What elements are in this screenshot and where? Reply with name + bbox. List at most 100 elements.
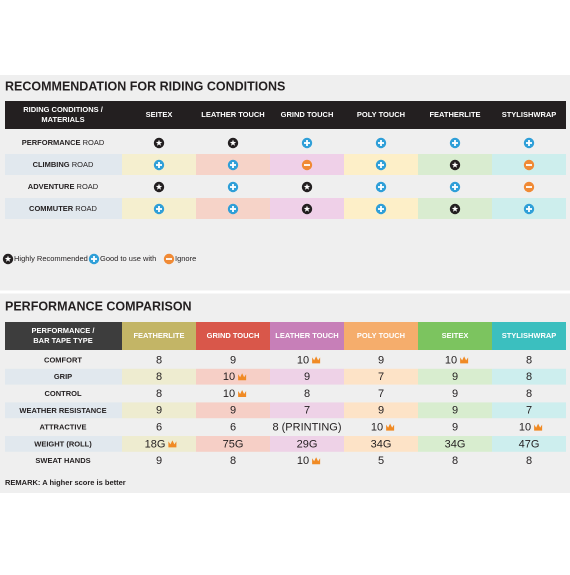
icon-plus	[449, 181, 461, 193]
header-cell	[270, 322, 344, 350]
icon-plus	[375, 137, 387, 149]
row-label: SWEAT HANDS	[35, 456, 90, 465]
crown-icon	[386, 423, 395, 431]
column-header: SEITEX	[442, 331, 469, 340]
cell-value: 9	[452, 422, 458, 434]
icon-bar	[380, 162, 382, 168]
icon-star	[2, 253, 14, 265]
cell-bg	[492, 436, 566, 452]
icon-bar	[166, 258, 172, 260]
cell-value: 9	[156, 405, 162, 417]
icon-star	[155, 183, 163, 190]
cell-value: 8	[452, 455, 458, 467]
icon-star	[229, 139, 237, 146]
cell-bg	[344, 436, 418, 452]
cell-value: 9	[378, 405, 384, 417]
row-label: COMMUTER ROAD	[29, 204, 98, 213]
column-header: FEATHERLITE	[429, 110, 480, 119]
cell-value: 9	[156, 455, 162, 467]
panel	[0, 75, 570, 493]
crown-icon	[238, 390, 247, 397]
icon-plus	[449, 137, 461, 149]
crown-icon	[168, 440, 177, 448]
icon-plus	[375, 181, 387, 193]
cell-value: 6	[230, 422, 236, 434]
header-cell	[344, 322, 418, 350]
cell-value: 75G	[223, 438, 244, 450]
icon-bar	[526, 186, 532, 188]
crown-icon	[312, 356, 321, 364]
cell-value: 10	[297, 354, 309, 366]
icon-star	[449, 159, 461, 171]
cell-value: 9	[378, 354, 384, 366]
cell-bg	[122, 436, 196, 452]
cell-value: 10	[223, 388, 235, 400]
icon-bar	[304, 164, 310, 166]
row-label-suffix: ROAD	[83, 138, 105, 147]
row-label: GRIP	[54, 372, 72, 381]
cell-value: 8	[526, 388, 532, 400]
icon-plus	[523, 137, 535, 149]
row-bg	[5, 368, 122, 385]
cell-bg	[344, 402, 418, 419]
column-header: LEATHER TOUCH	[275, 331, 338, 340]
crown-icon	[460, 356, 469, 364]
icon-star	[153, 137, 165, 149]
cell-bg	[270, 436, 344, 452]
legend-label: Highly Recommended	[14, 254, 88, 263]
icon-star	[4, 255, 12, 262]
cell-bg	[492, 402, 566, 419]
icon-bar	[158, 162, 160, 168]
cell-value: 7	[526, 405, 532, 417]
header-cell	[196, 322, 270, 350]
icon-plus	[375, 203, 387, 215]
cell-bg	[418, 402, 492, 419]
row-bg	[5, 154, 122, 175]
icon-plus	[523, 203, 535, 215]
cell-bg	[492, 368, 566, 385]
header-label: PERFORMANCE /	[32, 326, 96, 335]
icon-star	[449, 203, 461, 215]
cell-value: 8	[304, 388, 310, 400]
icon-bar	[454, 184, 456, 190]
row-label: CONTROL	[44, 389, 81, 398]
icon-star	[155, 139, 163, 146]
header-label: MATERIALS	[41, 115, 84, 124]
header-label: RIDING CONDITIONS /	[23, 105, 104, 114]
icon-plus	[301, 137, 313, 149]
row-label: ADVENTURE ROAD	[28, 182, 99, 191]
header-cell	[5, 322, 122, 350]
icon-bar	[232, 162, 234, 168]
cell-value: 10	[519, 422, 531, 434]
row-label: WEATHER RESISTANCE	[19, 406, 106, 415]
row-label-main: PERFORMANCE	[22, 138, 81, 147]
column-header: STYLISHWRAP	[502, 110, 557, 119]
row-bg	[5, 198, 122, 219]
icon-star	[451, 205, 459, 212]
cell-value: 8	[156, 354, 162, 366]
icon-plus	[227, 159, 239, 171]
cell-value: 9	[452, 405, 458, 417]
cell-value: 8	[156, 388, 162, 400]
cell-bg	[270, 368, 344, 385]
row-label: COMFORT	[44, 355, 82, 364]
cell-bg	[122, 368, 196, 385]
column-header: FEATHERLITE	[133, 331, 184, 340]
icon-star	[301, 203, 313, 215]
cell-value: 34G	[371, 438, 392, 450]
header-cell	[122, 322, 196, 350]
icon-minus	[163, 253, 175, 265]
row-label-main: ADVENTURE	[28, 182, 75, 191]
column-header: SEITEX	[146, 110, 173, 119]
icon-bar	[526, 164, 532, 166]
cell-value: 47G	[519, 438, 540, 450]
cell-bg	[270, 402, 344, 419]
row-label-suffix: ROAD	[72, 160, 94, 169]
row-label-main: CLIMBING	[33, 160, 70, 169]
cell-value: 8	[526, 371, 532, 383]
icon-bar	[232, 206, 234, 212]
cell-value: 5	[378, 455, 384, 467]
cell-bg	[196, 368, 270, 385]
column-header: LEATHER TOUCH	[201, 110, 264, 119]
crown-icon	[238, 373, 247, 381]
